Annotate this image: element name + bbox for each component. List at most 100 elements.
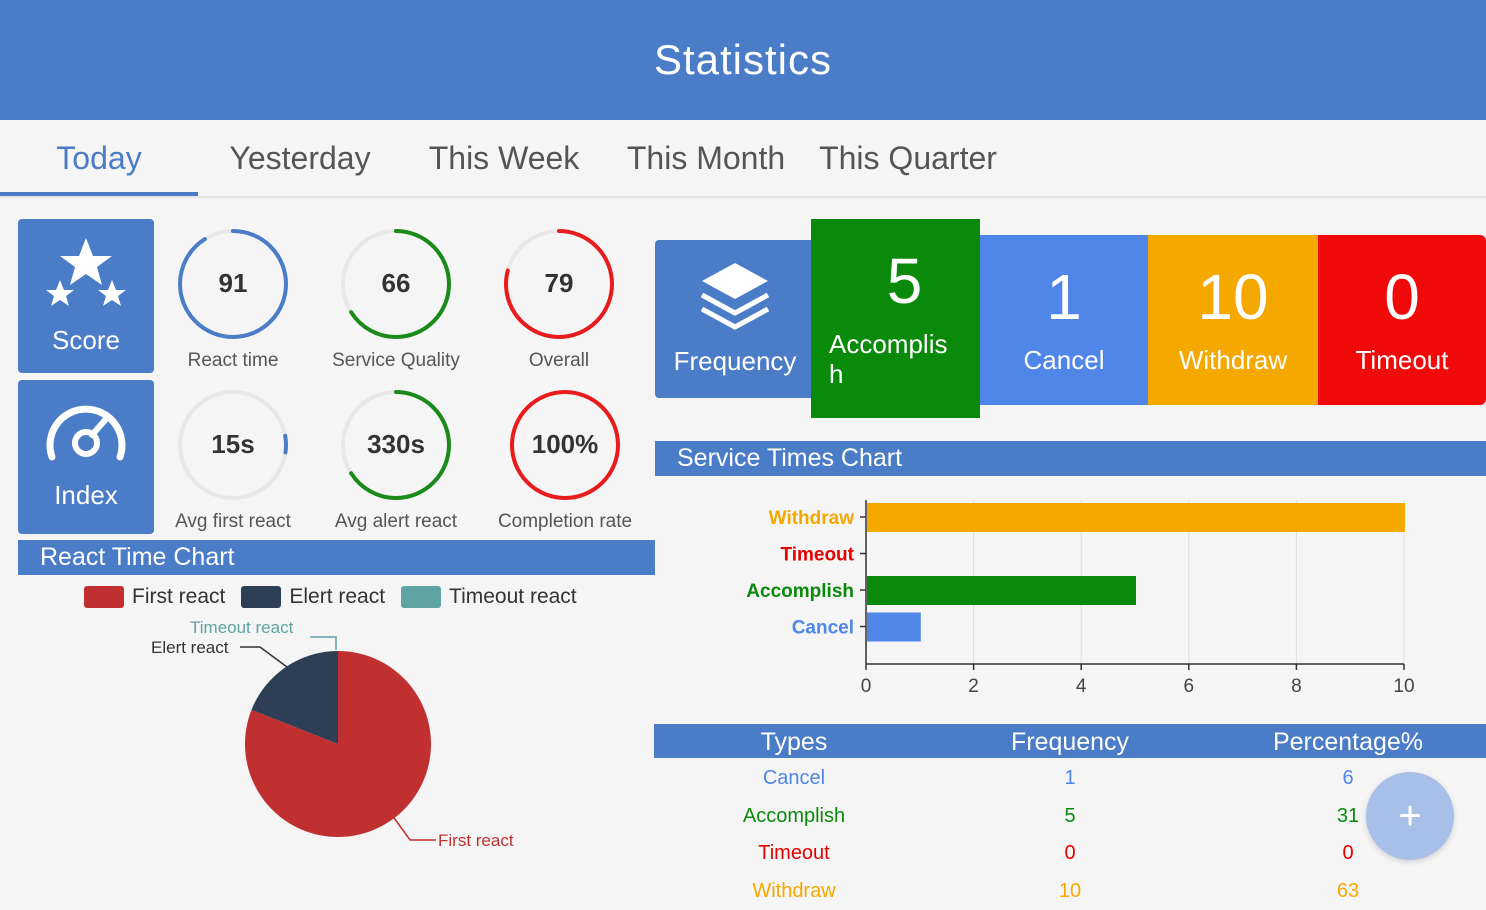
legend-item-timeout-react[interactable]: Timeout react [401,585,577,609]
accomplish-label: Accomplis h [829,328,948,389]
gauge-value: 15s [211,429,255,459]
x-tick-label: 6 [1184,676,1195,697]
timeout-count-tile[interactable]: 0 Timeout [1318,235,1486,405]
gauge-ring [178,390,288,500]
react-time-chart-title: React Time Chart [40,543,235,571]
legend-label: Timeout react [449,585,577,608]
legend-label: Elert react [289,585,386,608]
index-tile[interactable]: Index [18,380,154,534]
x-tick-label: 8 [1291,676,1302,697]
gauge-react-time: 91 React time [158,224,308,372]
cancel-label: Cancel [1023,344,1105,375]
stars-icon [44,236,128,317]
react-time-pie-chart: Timeout react Elert react First react [140,610,540,865]
legend-item-first-react[interactable]: First react [84,585,225,609]
table-cell-type: Cancel [762,767,826,789]
bar-label-cancel: Cancel [792,618,854,639]
tab-today[interactable]: Today [56,139,142,176]
score-label: Score [52,325,120,355]
gauge-ring [504,229,614,339]
x-tick-label: 2 [968,676,979,697]
pie-leader-first [391,814,436,841]
bar-cancel[interactable] [867,612,921,642]
pie-leader-elert [240,646,288,668]
bar-accomplish[interactable] [867,576,1136,605]
pie-chart-svg [240,636,436,841]
table-cell-percentage: 0 [1342,842,1354,864]
bar-withdraw[interactable] [867,503,1405,532]
bar-chart-svg: 0 2 4 6 8 10 Withdraw Timeout Accomplish Cancel [746,500,1415,697]
timeout-count: 0 [1384,260,1420,333]
tab-yesterday[interactable]: Yesterday [229,139,371,176]
column-header-percentage: Percentage% [1272,728,1424,756]
table-cell-type: Accomplish [742,805,846,827]
layers-icon [700,261,770,338]
table-cell-type: Timeout [758,842,830,864]
cancel-count-tile[interactable]: 1 Cancel [980,235,1148,405]
column-header-frequency: Frequency [1010,728,1130,756]
pie-label-timeout-react: Timeout react [190,618,294,637]
score-tile[interactable]: Score [18,219,154,373]
accomplish-count: 5 [886,244,923,317]
withdraw-count: 10 [1197,260,1269,333]
bar-label-accomplish: Accomplish [746,581,854,602]
column-header-types: Types [760,728,828,756]
gauge-label: React time [187,350,279,371]
withdraw-count-tile[interactable]: 10 Withdraw [1148,235,1318,405]
pie-slice-first-react[interactable] [244,651,431,837]
service-times-chart-header: Service Times Chart [655,441,1486,476]
react-chart-legend: First react Elert react Timeout react [84,585,593,609]
pie-slice-elert-react[interactable] [251,651,338,744]
gauge-ring [341,229,451,339]
legend-label: First react [132,585,226,608]
table-cell-frequency: 10 [1058,880,1082,902]
x-tick-label: 4 [1076,676,1087,697]
table-cell-frequency: 0 [1064,842,1076,864]
gauge-ring [510,390,620,500]
gauge-avg-first-react: 15s Avg first react [158,385,308,533]
react-time-chart-header: React Time Chart [18,540,655,575]
legend-swatch [401,586,442,608]
gauge-ring [341,390,451,500]
table-cell-frequency: 1 [1064,767,1076,789]
gauge-avg-alert-react: 330s Avg alert react [321,385,471,533]
service-times-bar-chart: 0 2 4 6 8 10 Withdraw Timeout Accomplish Cancel [654,478,1486,703]
gauge-value: 100% [531,429,599,459]
withdraw-label: Withdraw [1178,344,1288,375]
tab-this-quarter[interactable]: This Quarter [819,139,997,176]
gauge-value: 330s [367,429,425,459]
accomplish-count-tile[interactable]: 5 Accomplis h [811,219,980,418]
page-title: Statistics [653,36,833,83]
bar-label-withdraw: Withdraw [769,508,855,529]
types-table-header: Types Frequency Percentage% [654,724,1486,758]
app-bar: Statistics [0,0,1486,120]
table-cell-frequency: 5 [1064,805,1076,827]
gauge-label: Overall [528,350,590,371]
table-cell-percentage: 6 [1342,767,1354,789]
gauge-label: Completion rate [497,511,633,532]
service-times-chart-title: Service Times Chart [677,444,903,472]
timeout-label: Timeout [1355,344,1449,375]
gauge-completion-rate: 100% Completion rate [490,385,640,533]
legend-item-elert-react[interactable]: Elert react [241,585,385,609]
x-tick-label: 10 [1393,676,1414,697]
speedometer-icon [44,403,128,472]
add-fab-button[interactable]: + [1366,772,1454,860]
tab-this-week[interactable]: This Week [428,139,580,176]
plus-icon: + [1398,793,1422,838]
frequency-label: Frequency [673,346,797,376]
legend-swatch [84,586,124,608]
table-cell-percentage: 31 [1336,805,1360,827]
tab-this-month[interactable]: This Month [626,139,786,176]
pie-label-elert-react: Elert react [151,638,229,657]
gauge-label: Service Quality [332,350,460,371]
frequency-tile[interactable]: Frequency [655,240,815,398]
gauge-value: 79 [544,268,574,298]
table-cell-percentage: 63 [1336,880,1360,902]
gauge-value: 66 [381,268,411,298]
gauge-value: 91 [218,268,248,298]
bar-label-timeout: Timeout [780,545,854,566]
x-tick-label: 0 [861,676,872,697]
gauge-service-quality: 66 Service Quality [321,224,471,372]
gauge-overall: 79 Overall [484,224,634,372]
